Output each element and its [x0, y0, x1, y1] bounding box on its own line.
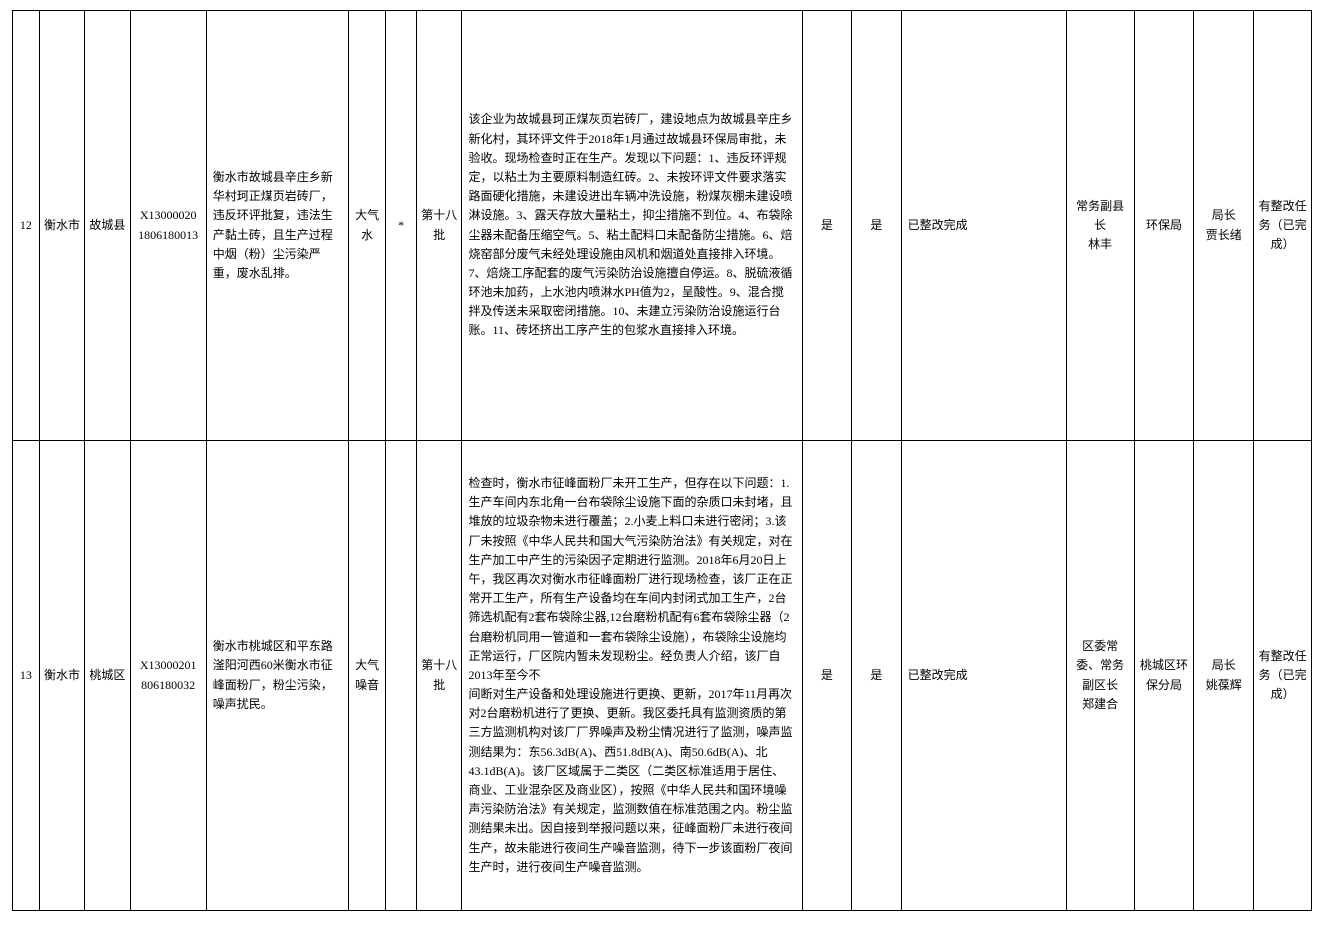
cell-r0-c6: *: [386, 11, 417, 441]
cell-r0-c13: 环保局: [1134, 11, 1194, 441]
cell-r0-c15: 有整改任务（已完成）: [1254, 11, 1312, 441]
cell-r0-c2: 故城县: [85, 11, 130, 441]
cell-r1-c15: 有整改任务（已完成）: [1254, 441, 1312, 911]
cell-r0-c4: 衡水市故城县辛庄乡新华村珂正煤页岩砖厂，违反环评批复，违法生产黏土砖，且生产过程…: [206, 11, 348, 441]
cell-r0-c14: 局长贾长绪: [1194, 11, 1254, 441]
cell-r1-c5: 大气噪音: [349, 441, 386, 911]
cell-r0-c11: 已整改完成: [901, 11, 1066, 441]
page-container: 12衡水市故城县X130000201806180013衡水市故城县辛庄乡新华村珂…: [0, 0, 1324, 936]
cell-r1-c13: 桃城区环保分局: [1134, 441, 1194, 911]
cell-r1-c0: 13: [13, 441, 40, 911]
cell-r0-c12: 常务副县长林丰: [1066, 11, 1134, 441]
cell-r1-c3: X13000201806180032: [130, 441, 206, 911]
cell-r0-c9: 是: [802, 11, 851, 441]
cell-r1-c12: 区委常委、常务副区长郑建合: [1066, 441, 1134, 911]
cell-r1-c1: 衡水市: [39, 441, 84, 911]
cell-r1-c4: 衡水市桃城区和平东路滏阳河西60米衡水市征峰面粉厂，粉尘污染，噪声扰民。: [206, 441, 348, 911]
cell-r1-c6: [386, 441, 417, 911]
cell-r1-c11: 已整改完成: [901, 441, 1066, 911]
cell-r1-c14: 局长姚葆辉: [1194, 441, 1254, 911]
cell-r0-c3: X130000201806180013: [130, 11, 206, 441]
cell-r0-c0: 12: [13, 11, 40, 441]
cell-r1-c9: 是: [802, 441, 851, 911]
cell-r0-c1: 衡水市: [39, 11, 84, 441]
cell-r1-c7: 第十八批: [417, 441, 462, 911]
cell-r1-c8: 检查时，衡水市征峰面粉厂未开工生产，但存在以下问题：1.生产车间内东北角一台布袋…: [462, 441, 802, 911]
cell-r0-c5: 大气水: [349, 11, 386, 441]
data-table: 12衡水市故城县X130000201806180013衡水市故城县辛庄乡新华村珂…: [12, 10, 1312, 911]
cell-r0-c8: 该企业为故城县珂正煤灰页岩砖厂，建设地点为故城县辛庄乡新化村，其环评文件于201…: [462, 11, 802, 441]
cell-r1-c2: 桃城区: [85, 441, 130, 911]
cell-r1-c10: 是: [852, 441, 901, 911]
cell-r0-c7: 第十八批: [417, 11, 462, 441]
table-row: 13衡水市桃城区X13000201806180032衡水市桃城区和平东路滏阳河西…: [13, 441, 1312, 911]
cell-r0-c10: 是: [852, 11, 901, 441]
table-row: 12衡水市故城县X130000201806180013衡水市故城县辛庄乡新华村珂…: [13, 11, 1312, 441]
